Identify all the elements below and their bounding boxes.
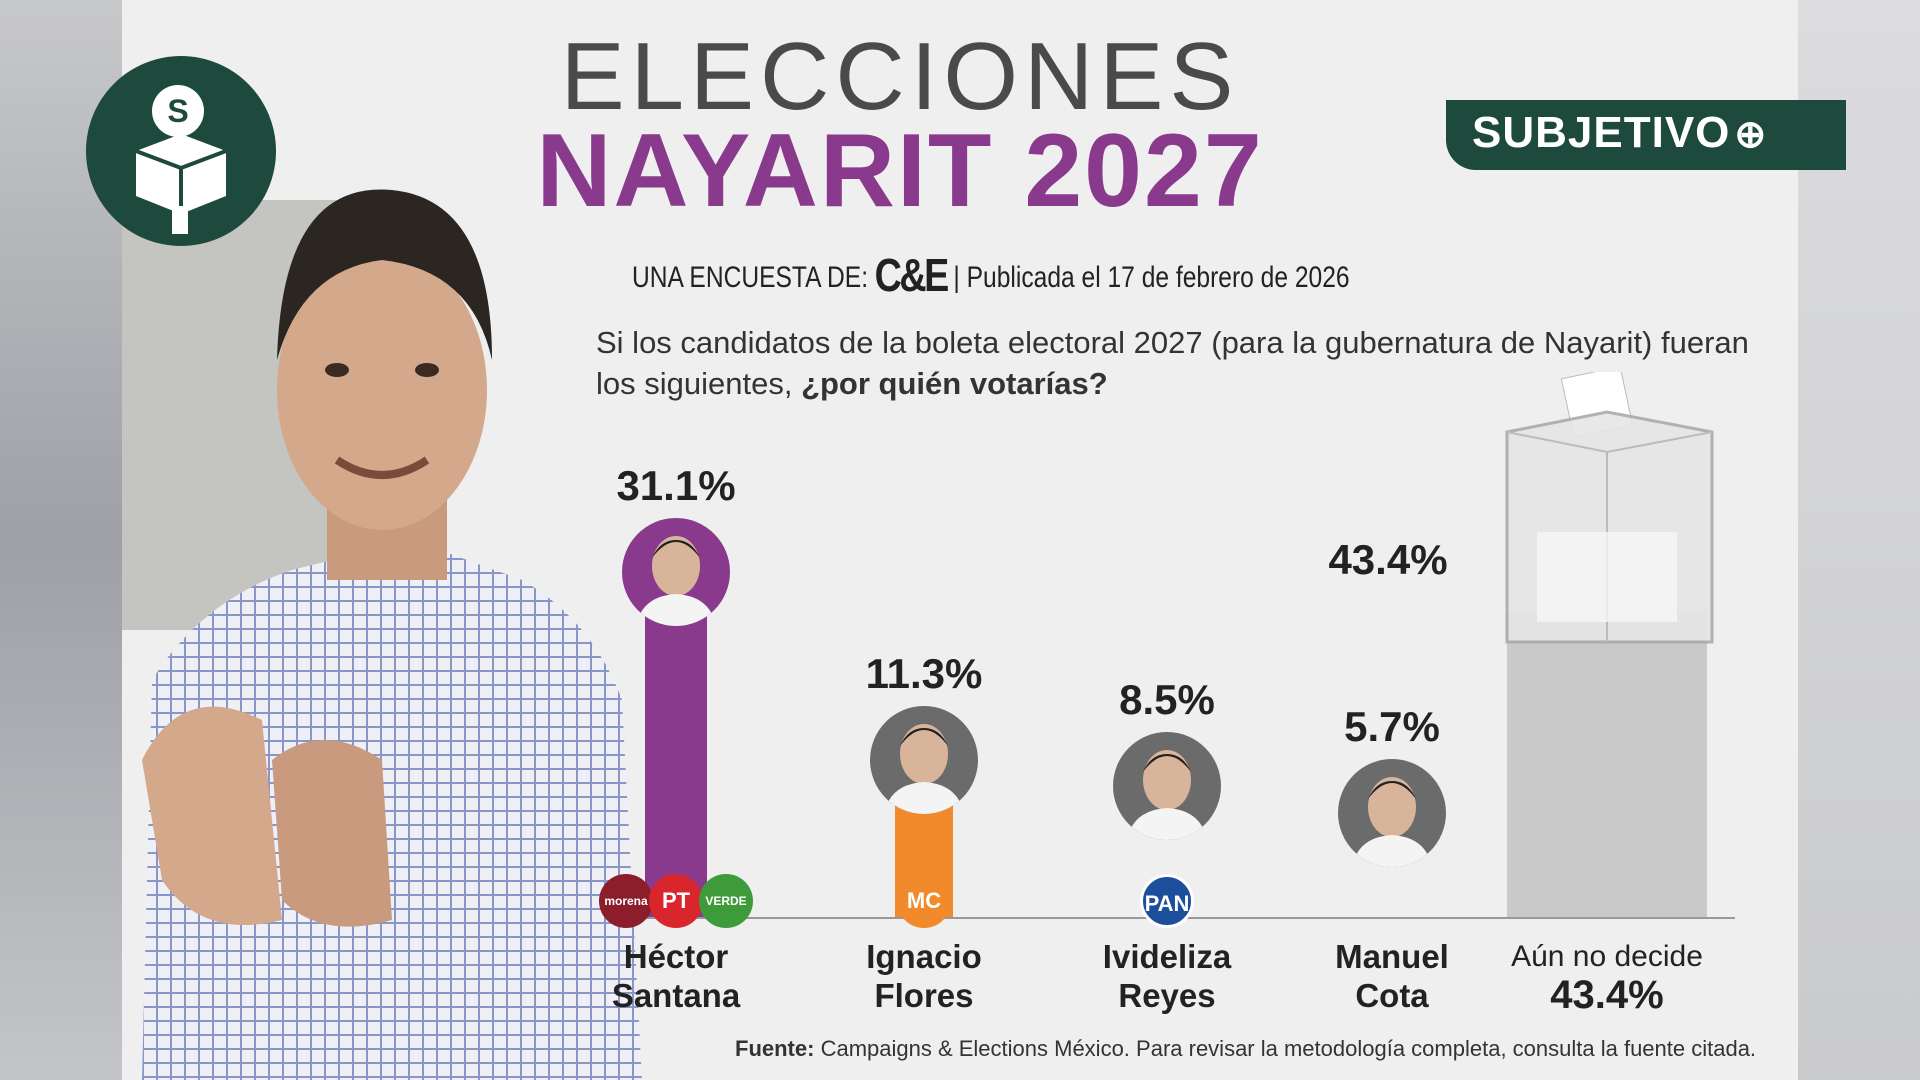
candidate-main-photo [122, 189, 642, 1080]
candidate-photo [1113, 732, 1221, 841]
candidate-name: Manuel Cota [1282, 937, 1502, 1015]
party-logo-pt: PT [649, 874, 703, 928]
candidate-name: Ignacio Flores [814, 937, 1034, 1015]
svg-text:S: S [167, 93, 188, 129]
name-line: Aún no decide [1511, 940, 1703, 973]
survey-source-line: UNA ENCUESTA DE: C&E | Publicada el 17 de … [632, 249, 1350, 301]
ballot-box-icon [1497, 365, 1717, 652]
bar-value-label: 43.4% [1328, 536, 1448, 583]
bar-undecided [1507, 612, 1707, 917]
candidate-name: Aún no decide 43.4% [1497, 937, 1717, 1015]
party-logo-verde: VERDE [699, 874, 753, 928]
bar-value-label: 5.7% [1344, 702, 1440, 750]
candidate-photo [622, 517, 730, 626]
blurred-background-right [1798, 0, 1920, 1080]
name-line: Reyes [1118, 977, 1216, 1014]
survey-question: Si los candidatos de la boleta electoral… [596, 325, 1749, 401]
title-line2: NAYARIT 2027 [536, 113, 1264, 229]
title-line1: ELECCIONES [560, 23, 1240, 130]
name-line: Manuel [1335, 938, 1449, 975]
bar-0 [645, 571, 707, 917]
bar-value-label: 31.1% [616, 461, 736, 509]
party-logo-mc: MC [897, 874, 951, 928]
subjetivo-logo: S [86, 56, 276, 246]
candidate-photo [1338, 758, 1446, 867]
candidate-name: Ivideliza Reyes [1057, 937, 1277, 1015]
name-line: 43.4% [1550, 973, 1664, 1017]
name-line: Flores [874, 977, 974, 1014]
name-line: Santana [611, 977, 741, 1014]
candidate-photo [870, 705, 978, 814]
bar-value-label: 8.5% [1119, 676, 1215, 724]
name-line: Ignacio [866, 938, 982, 975]
candidate-name: Héctor Santana [566, 937, 786, 1015]
bar-value-label: 11.3% [865, 649, 983, 697]
footer-source: Fuente: Campaigns & Elections México. Pa… [735, 1036, 1757, 1061]
name-line: Cota [1355, 977, 1429, 1014]
party-logo-pan: PAN [1140, 874, 1194, 928]
party-logo-morena: morena [599, 874, 653, 928]
name-line: Ivideliza [1102, 938, 1232, 975]
name-line: Héctor [623, 938, 729, 975]
pollster-logo: C&E [874, 249, 950, 301]
subjetivo-badge: SUBJETIVO ⊕ [1446, 100, 1846, 170]
ballot-globe-icon: ⊕ [1734, 114, 1768, 156]
